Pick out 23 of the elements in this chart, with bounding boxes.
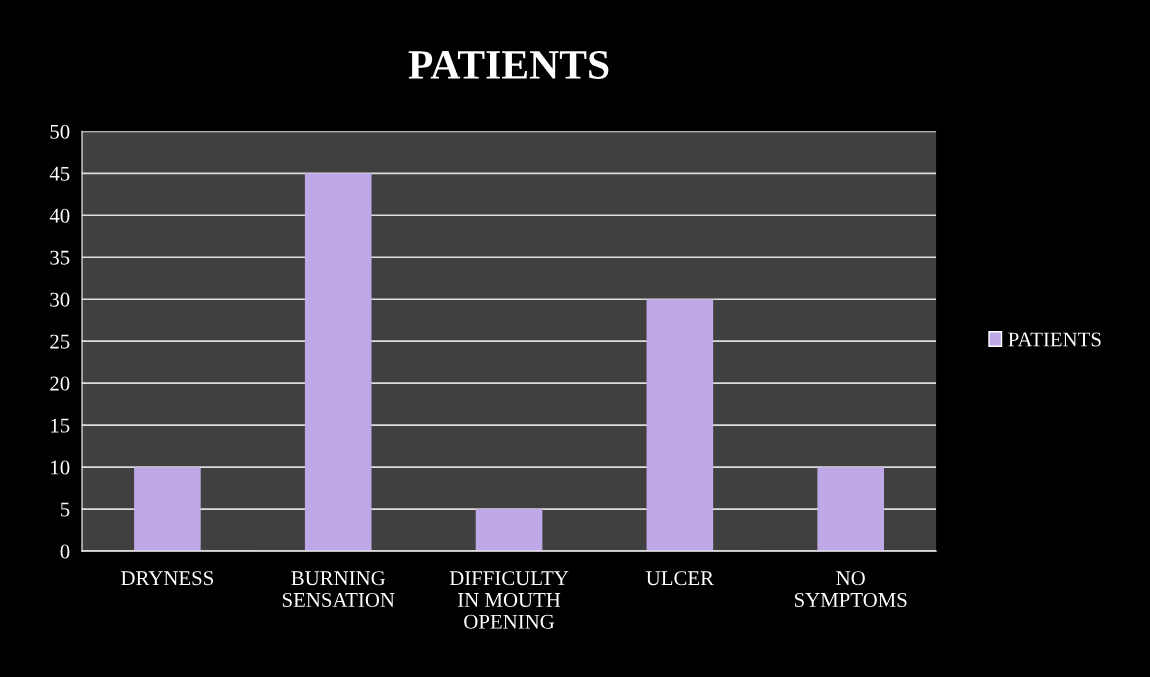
legend-label: PATIENTS — [1008, 332, 1101, 347]
bar — [134, 467, 201, 552]
y-tick-label: 5 — [60, 502, 70, 517]
x-tick-label: BURNING SENSATION — [282, 571, 395, 607]
y-tick-label: 45 — [49, 166, 70, 181]
y-tick-label: 0 — [60, 544, 70, 559]
bar — [817, 467, 884, 552]
y-tick-label: 25 — [50, 334, 70, 349]
bar — [475, 509, 543, 552]
y-tick-label: 10 — [51, 460, 70, 475]
y-tick-label: 35 — [50, 250, 70, 265]
x-tick-label: DIFFICULTY IN MOUTH OPENING — [449, 571, 569, 629]
bar — [304, 173, 372, 552]
y-tick-label: 50 — [50, 124, 70, 139]
chart-title: PATIENTS — [408, 50, 609, 79]
x-tick-label: ULCER — [646, 571, 714, 586]
y-tick-label: 20 — [50, 376, 70, 391]
x-tick-label: DRYNESS — [121, 571, 214, 586]
y-tick-label: 15 — [51, 418, 70, 433]
y-tick-label: 40 — [49, 208, 70, 223]
y-tick-label: 30 — [50, 292, 70, 307]
bar — [646, 299, 714, 552]
x-tick-label: NO SYMPTOMS — [794, 571, 907, 607]
